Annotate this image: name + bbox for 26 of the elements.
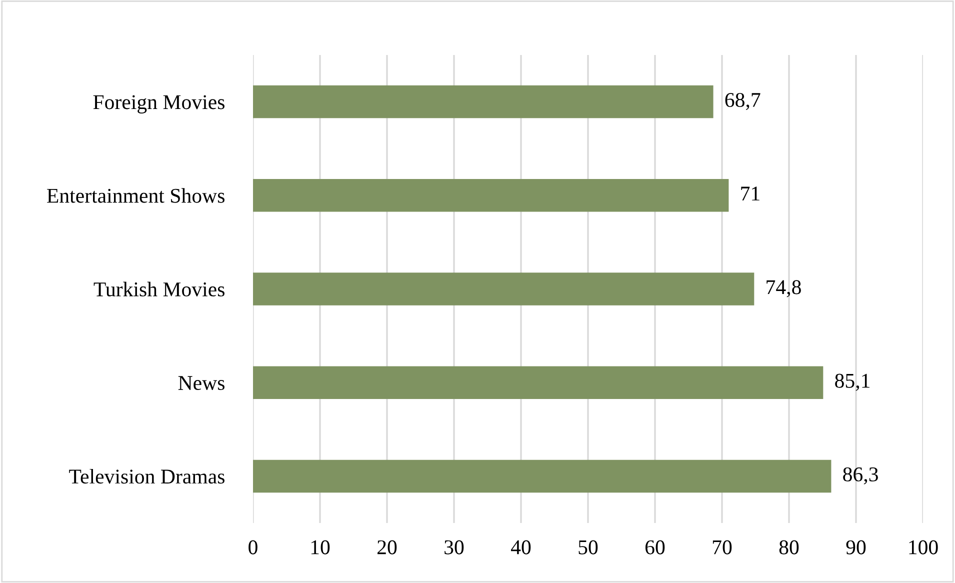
x-tick-label: 10 (311, 540, 330, 554)
y-tick-label: News (178, 376, 224, 390)
data-label: 71 (741, 186, 760, 200)
x-tick-label: 50 (578, 540, 598, 554)
y-tick-label: Television Dramas (69, 468, 224, 484)
data-label: 86,3 (843, 467, 878, 484)
bar (253, 272, 754, 306)
data-label: 68,7 (725, 92, 760, 110)
data-label: 85,1 (835, 374, 870, 391)
data-label: 74,8 (766, 280, 801, 298)
bar (253, 460, 832, 493)
x-tick-label: 70 (712, 540, 732, 554)
x-tick-label: 0 (248, 540, 258, 554)
bar (253, 179, 729, 212)
x-tick-label: 30 (444, 540, 464, 554)
x-tick-label: 100 (909, 540, 938, 554)
y-tick-label: Foreign Movies (93, 95, 224, 114)
bar (253, 85, 714, 118)
x-tick-label: 90 (846, 540, 866, 554)
x-tick-label: 20 (378, 540, 397, 554)
bar (253, 366, 824, 399)
x-tick-label: 60 (645, 540, 665, 554)
x-tick-label: 40 (510, 540, 531, 554)
y-tick-label: Entertainment Shows (47, 188, 224, 203)
y-tick-label: Turkish Movies (94, 282, 224, 296)
x-tick-label: 80 (779, 540, 799, 554)
